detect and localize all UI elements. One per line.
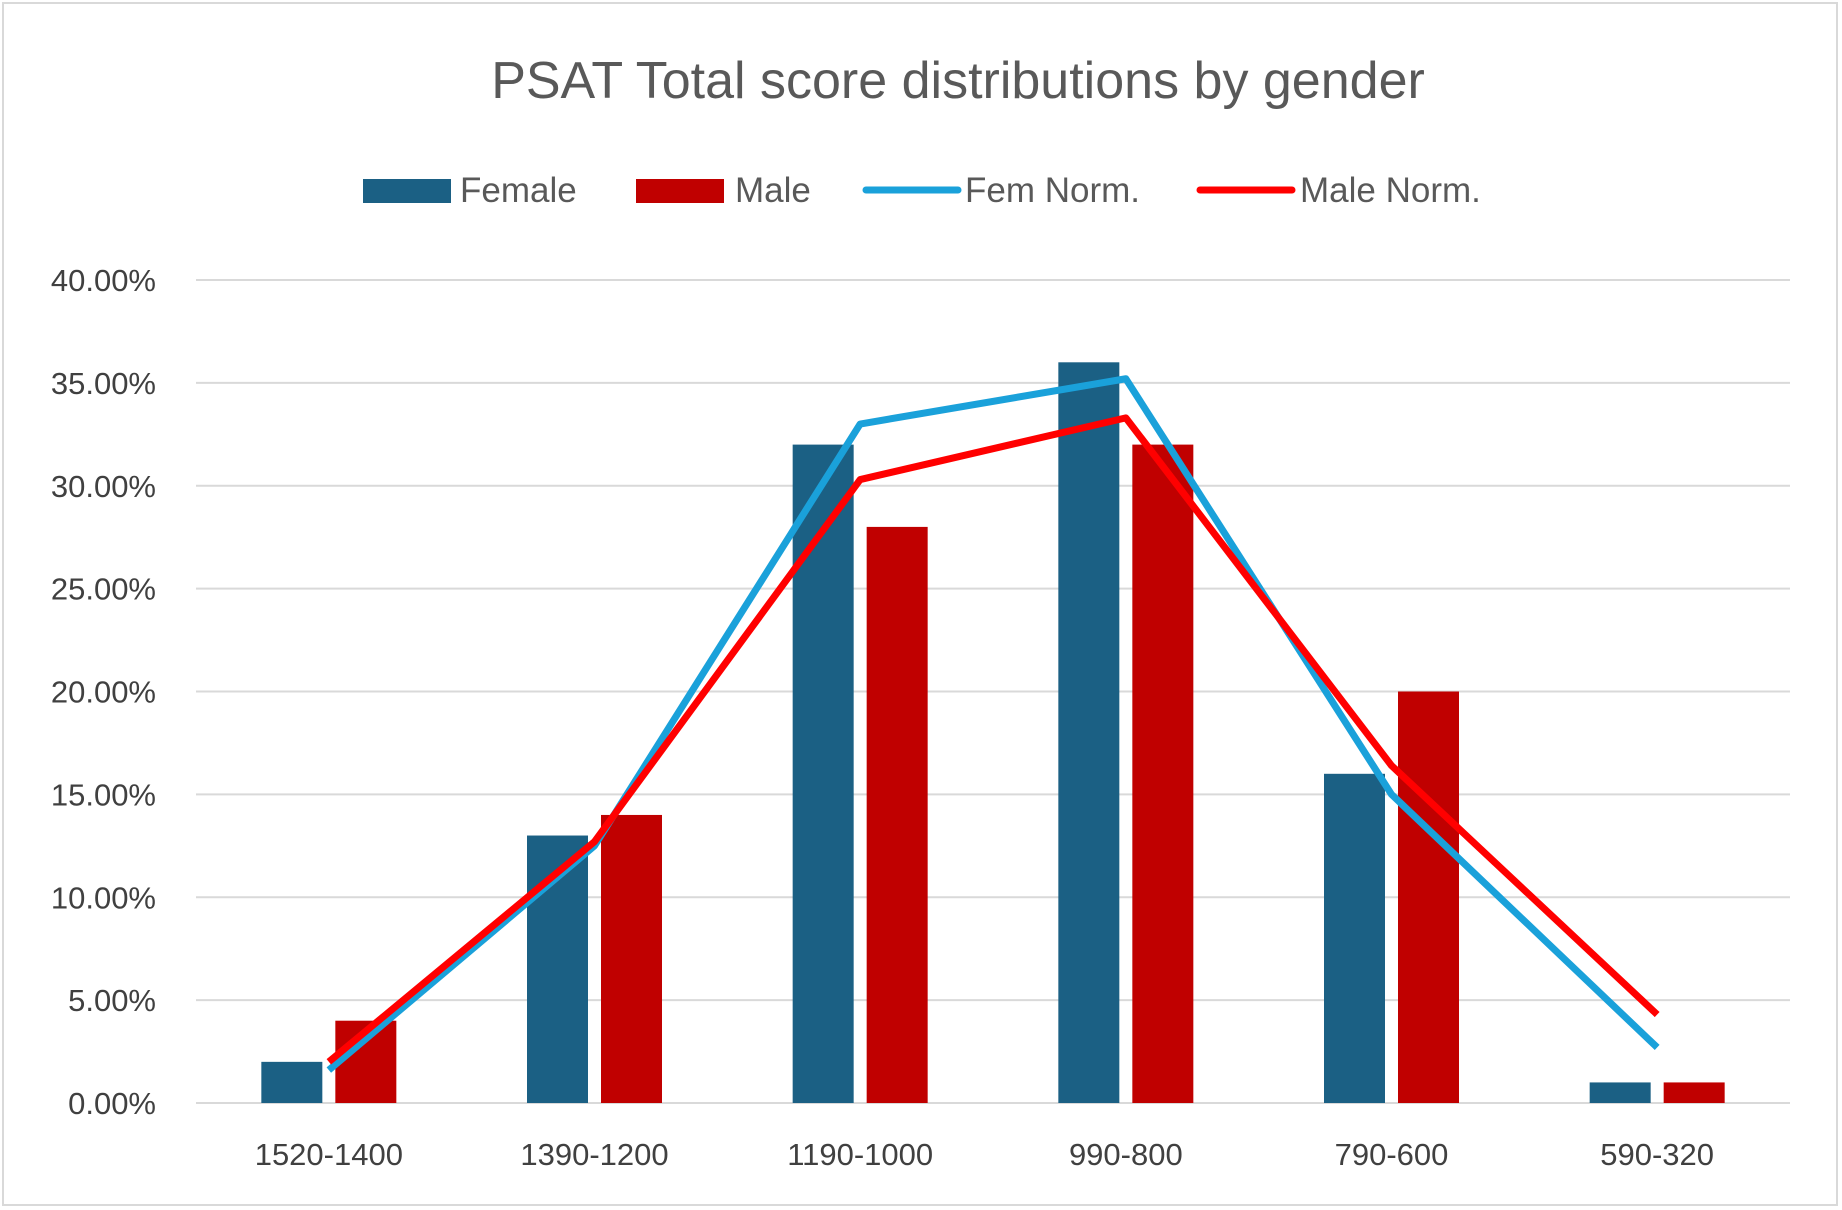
- legend-swatch-female: [363, 179, 451, 203]
- x-tick-label: 1390-1200: [520, 1137, 668, 1172]
- bar-female: [1589, 1082, 1651, 1103]
- line-series: [326, 375, 1660, 1073]
- legend-label-fem-norm: Fem Norm.: [965, 171, 1140, 210]
- x-tick-label: 1520-1400: [255, 1137, 403, 1172]
- bar-female: [792, 444, 854, 1104]
- chart-legend: Female Male Fem Norm. Male Norm.: [363, 171, 1481, 210]
- chart-title: PSAT Total score distributions by gender: [491, 52, 1425, 110]
- y-tick-label: 30.00%: [51, 469, 156, 504]
- y-tick-label: 20.00%: [51, 675, 156, 710]
- bar-male: [1132, 444, 1194, 1104]
- legend-label-male-norm: Male Norm.: [1300, 171, 1481, 210]
- bar-male: [1398, 691, 1459, 1103]
- line-male-norm-: [326, 414, 1660, 1065]
- grid-lines: [196, 279, 1790, 1104]
- y-tick-label: 5.00%: [68, 983, 156, 1018]
- y-tick-label: 35.00%: [51, 366, 156, 401]
- x-tick-label: 790-600: [1335, 1137, 1449, 1172]
- x-tick-label: 590-320: [1600, 1137, 1714, 1172]
- y-tick-label: 15.00%: [51, 777, 156, 812]
- legend-swatch-male: [636, 179, 724, 203]
- y-tick-label: 40.00%: [51, 263, 156, 298]
- y-tick-label: 10.00%: [51, 880, 156, 915]
- x-tick-label: 990-800: [1069, 1137, 1183, 1172]
- legend-label-female: Female: [460, 171, 577, 210]
- y-axis-ticks: 0.00% 5.00% 10.00% 15.00% 20.00% 25.00% 30.00%…: [51, 263, 156, 1121]
- x-tick-label: 1190-1000: [787, 1137, 933, 1172]
- bar-female: [1324, 773, 1385, 1103]
- bar-male: [601, 814, 662, 1103]
- legend-label-male: Male: [735, 171, 811, 210]
- bar-female: [1058, 362, 1120, 1103]
- bar-series: [261, 362, 1725, 1104]
- line-fem-norm-: [326, 375, 1660, 1073]
- bar-male: [866, 526, 928, 1103]
- y-tick-label: 25.00%: [51, 572, 156, 607]
- y-tick-label: 0.00%: [68, 1086, 156, 1121]
- bar-female: [261, 1061, 323, 1103]
- bar-male: [1663, 1082, 1725, 1103]
- x-axis-ticks: 1520-1400 1390-1200 1190-1000 990-800 790-60…: [255, 1137, 1714, 1172]
